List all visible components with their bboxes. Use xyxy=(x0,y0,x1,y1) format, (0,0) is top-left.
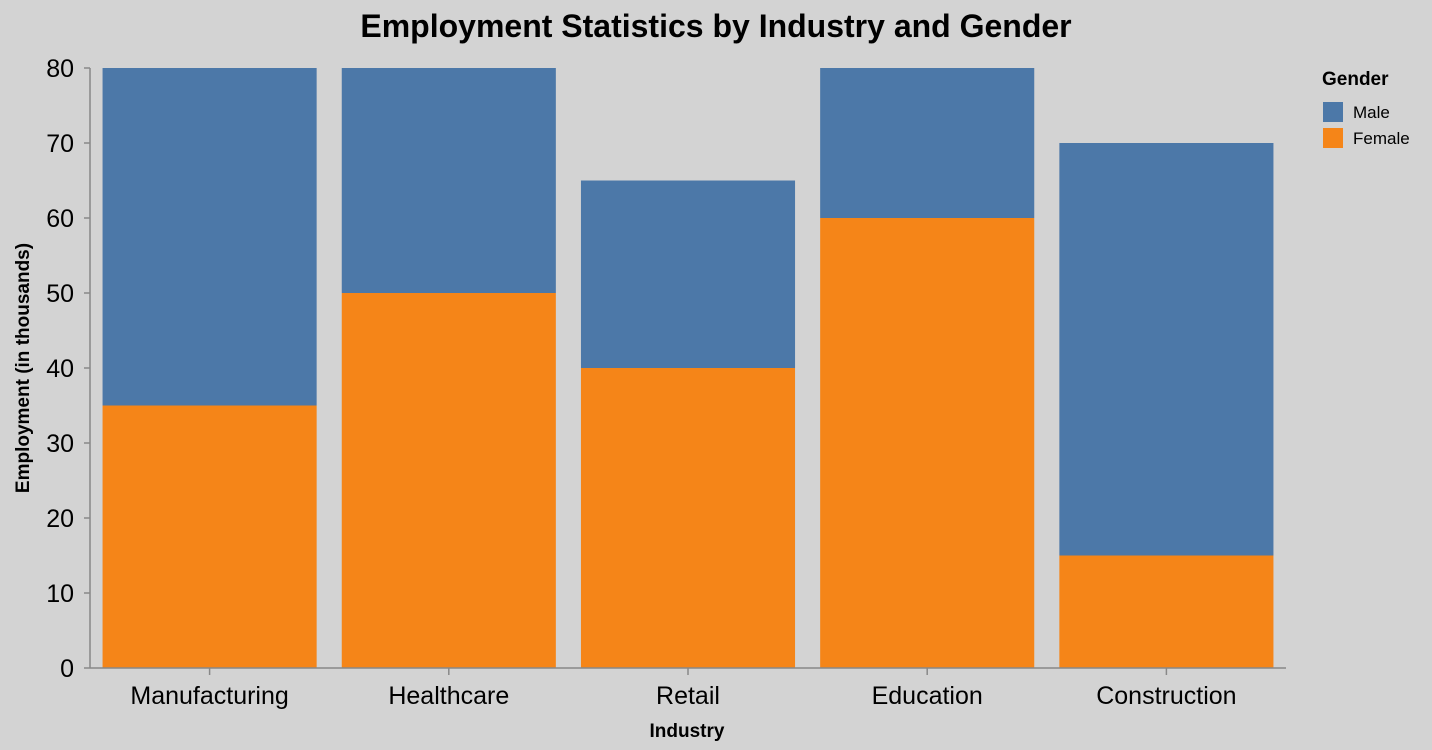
legend-swatch-female xyxy=(1323,128,1343,148)
x-axis-title: Industry xyxy=(650,721,725,742)
bar-male-education xyxy=(820,68,1035,218)
x-axis: Manufacturing Healthcare Retail Education Co… xyxy=(90,667,1286,710)
x-tick-label: Retail xyxy=(656,682,720,710)
y-axis-title: Employment (in thousands) xyxy=(13,243,34,493)
y-tick-label: 10 xyxy=(46,580,74,608)
bar-male-healthcare xyxy=(341,68,556,293)
y-tick-label: 40 xyxy=(46,355,74,383)
bar-male-construction xyxy=(1059,143,1274,556)
x-tick-label: Healthcare xyxy=(388,682,509,710)
y-tick-label: 50 xyxy=(46,280,74,308)
bar-female-construction xyxy=(1059,555,1274,668)
bar-male-manufacturing xyxy=(102,68,317,406)
y-axis: 0 10 20 30 40 50 60 70 80 xyxy=(46,55,91,683)
bar-female-healthcare xyxy=(341,293,556,668)
bar-male-retail xyxy=(580,180,796,368)
y-tick-label: 0 xyxy=(60,655,74,683)
y-tick-label: 20 xyxy=(46,505,74,533)
y-tick-label: 60 xyxy=(46,205,74,233)
x-tick-label: Education xyxy=(872,682,983,710)
x-tick-label: Construction xyxy=(1096,682,1236,710)
legend-label-male: Male xyxy=(1353,103,1390,122)
legend-label-female: Female xyxy=(1353,129,1410,148)
bars-group xyxy=(102,68,1274,668)
legend-swatch-male xyxy=(1323,102,1343,122)
bar-female-education xyxy=(820,218,1035,668)
y-tick-label: 30 xyxy=(46,430,74,458)
y-tick-label: 80 xyxy=(46,55,74,83)
legend: Gender Male Female xyxy=(1322,69,1410,148)
legend-title: Gender xyxy=(1322,69,1389,90)
chart-title: Employment Statistics by Industry and Ge… xyxy=(360,8,1071,44)
x-tick-label: Manufacturing xyxy=(130,682,288,710)
y-tick-label: 70 xyxy=(46,130,74,158)
bar-female-manufacturing xyxy=(102,405,317,668)
bar-female-retail xyxy=(580,368,796,668)
